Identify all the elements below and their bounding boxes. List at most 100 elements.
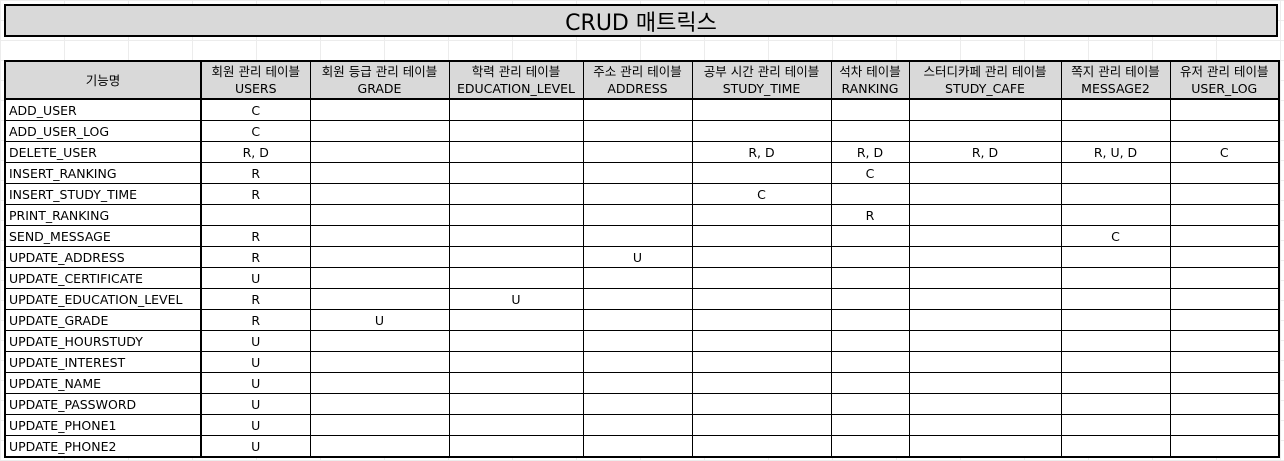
crud-cell[interactable]	[309, 141, 450, 163]
crud-cell[interactable]	[830, 351, 910, 373]
crud-cell[interactable]	[448, 120, 584, 142]
crud-cell[interactable]	[908, 204, 1062, 226]
crud-cell[interactable]	[448, 351, 584, 373]
crud-cell[interactable]: R	[200, 309, 311, 331]
crud-cell[interactable]	[582, 393, 693, 415]
crud-cell[interactable]	[448, 98, 584, 121]
crud-cell[interactable]	[908, 414, 1062, 436]
crud-cell[interactable]	[582, 141, 693, 163]
crud-cell[interactable]	[582, 414, 693, 436]
crud-cell[interactable]	[908, 435, 1062, 458]
crud-cell[interactable]	[1060, 267, 1171, 289]
function-name-cell[interactable]: INSERT_RANKING	[4, 162, 202, 184]
crud-cell[interactable]	[691, 98, 832, 121]
crud-cell[interactable]	[309, 183, 450, 205]
crud-cell[interactable]	[1060, 204, 1171, 226]
crud-cell[interactable]: R	[200, 288, 311, 310]
function-name-cell[interactable]: DELETE_USER	[4, 141, 202, 163]
crud-cell[interactable]	[200, 204, 311, 226]
crud-cell[interactable]	[1060, 330, 1171, 352]
crud-cell[interactable]	[448, 141, 584, 163]
crud-cell[interactable]	[448, 225, 584, 247]
crud-cell[interactable]	[830, 246, 910, 268]
crud-cell[interactable]: U	[200, 393, 311, 415]
crud-cell[interactable]	[908, 246, 1062, 268]
crud-cell[interactable]	[309, 393, 450, 415]
column-header-study-time[interactable]: 공부 시간 관리 테이블 STUDY_TIME	[691, 60, 832, 100]
crud-cell[interactable]	[908, 225, 1062, 247]
crud-cell[interactable]	[309, 414, 450, 436]
crud-cell[interactable]	[448, 246, 584, 268]
crud-cell[interactable]	[908, 120, 1062, 142]
crud-cell[interactable]	[691, 393, 832, 415]
crud-cell[interactable]: C	[1169, 141, 1280, 163]
crud-cell[interactable]	[309, 225, 450, 247]
crud-cell[interactable]: C	[200, 98, 311, 121]
crud-cell[interactable]	[1169, 246, 1280, 268]
crud-cell[interactable]	[448, 183, 584, 205]
crud-cell[interactable]	[830, 309, 910, 331]
crud-cell[interactable]	[309, 435, 450, 458]
crud-cell[interactable]	[448, 162, 584, 184]
crud-cell[interactable]	[309, 267, 450, 289]
crud-cell[interactable]	[309, 288, 450, 310]
crud-cell[interactable]	[691, 435, 832, 458]
crud-cell[interactable]	[448, 204, 584, 226]
crud-cell[interactable]	[448, 393, 584, 415]
crud-cell[interactable]	[908, 98, 1062, 121]
crud-cell[interactable]	[1060, 162, 1171, 184]
crud-cell[interactable]	[691, 204, 832, 226]
crud-cell[interactable]: R	[200, 225, 311, 247]
crud-cell[interactable]	[582, 183, 693, 205]
function-name-cell[interactable]: UPDATE_GRADE	[4, 309, 202, 331]
crud-cell[interactable]	[1060, 393, 1171, 415]
function-name-cell[interactable]: UPDATE_CERTIFICATE	[4, 267, 202, 289]
crud-cell[interactable]	[448, 372, 584, 394]
crud-cell[interactable]	[830, 372, 910, 394]
crud-cell[interactable]: R, D	[908, 141, 1062, 163]
crud-cell[interactable]	[691, 351, 832, 373]
crud-cell[interactable]	[908, 351, 1062, 373]
crud-cell[interactable]	[691, 330, 832, 352]
crud-cell[interactable]	[582, 330, 693, 352]
crud-cell[interactable]	[691, 225, 832, 247]
crud-cell[interactable]	[1169, 267, 1280, 289]
crud-cell[interactable]	[830, 288, 910, 310]
crud-cell[interactable]	[309, 351, 450, 373]
crud-cell[interactable]	[691, 309, 832, 331]
crud-cell[interactable]	[908, 393, 1062, 415]
crud-cell[interactable]	[582, 288, 693, 310]
crud-cell[interactable]	[448, 414, 584, 436]
crud-cell[interactable]: C	[1060, 225, 1171, 247]
column-header-users[interactable]: 회원 관리 테이블 USERS	[200, 60, 311, 100]
crud-cell[interactable]: R	[200, 183, 311, 205]
crud-cell[interactable]	[448, 309, 584, 331]
crud-cell[interactable]: U	[200, 414, 311, 436]
crud-cell[interactable]	[1169, 309, 1280, 331]
crud-cell[interactable]	[309, 330, 450, 352]
crud-cell[interactable]	[908, 330, 1062, 352]
crud-cell[interactable]: C	[830, 162, 910, 184]
crud-cell[interactable]: U	[582, 246, 693, 268]
crud-cell[interactable]	[1060, 98, 1171, 121]
crud-cell[interactable]	[309, 246, 450, 268]
function-name-cell[interactable]: UPDATE_NAME	[4, 372, 202, 394]
crud-cell[interactable]	[691, 120, 832, 142]
crud-cell[interactable]	[1060, 120, 1171, 142]
crud-cell[interactable]	[691, 246, 832, 268]
crud-cell[interactable]: R, D	[830, 141, 910, 163]
crud-cell[interactable]	[830, 183, 910, 205]
crud-cell[interactable]	[582, 267, 693, 289]
crud-cell[interactable]	[582, 309, 693, 331]
crud-cell[interactable]	[1060, 183, 1171, 205]
crud-cell[interactable]	[1060, 288, 1171, 310]
crud-cell[interactable]	[691, 372, 832, 394]
crud-cell[interactable]	[1169, 330, 1280, 352]
crud-cell[interactable]	[1060, 414, 1171, 436]
crud-cell[interactable]: C	[200, 120, 311, 142]
crud-cell[interactable]	[582, 162, 693, 184]
crud-cell[interactable]: R	[830, 204, 910, 226]
crud-cell[interactable]	[830, 393, 910, 415]
crud-cell[interactable]	[448, 330, 584, 352]
crud-cell[interactable]: U	[200, 351, 311, 373]
